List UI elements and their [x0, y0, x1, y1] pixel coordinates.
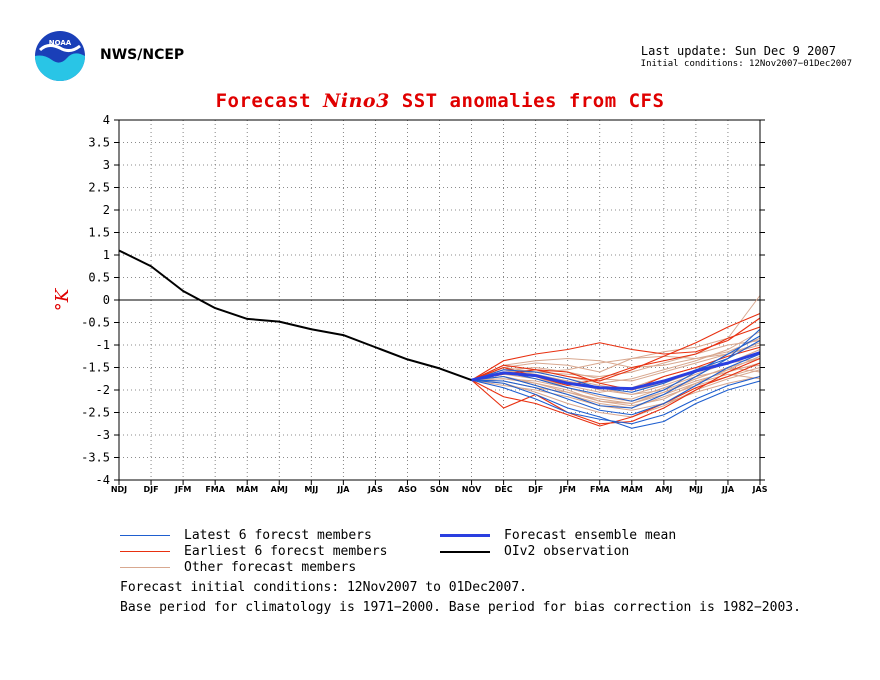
- y-tick-label: 1.5: [88, 226, 110, 240]
- other-member-line: [471, 376, 761, 411]
- latest-member-line: [471, 353, 761, 416]
- title-part3: SST anomalies from CFS: [389, 90, 665, 112]
- latest-member-line: [471, 328, 761, 393]
- x-tick-label: JJA: [336, 485, 350, 494]
- y-tick-label: 3.5: [88, 136, 110, 150]
- last-update-label: Last update: Sun Dec 9 2007: [640, 44, 836, 58]
- legend-earliest-label: Earliest 6 forecst members: [184, 544, 388, 559]
- legend-other-label: Other forecast members: [184, 560, 357, 575]
- x-tick-label: JFM: [558, 485, 575, 494]
- observation-line: [118, 249, 472, 382]
- legend-earliest: Earliest 6 forecst members: [120, 544, 388, 559]
- x-tick-label: NOV: [462, 485, 482, 494]
- earliest-member-line: [471, 326, 761, 387]
- x-tick-label: DEC: [495, 485, 513, 494]
- other-member-line: [471, 369, 761, 418]
- y-tick-label: -4: [96, 473, 110, 487]
- x-tick-label: MJJ: [689, 485, 703, 494]
- y-tick-label: 2: [103, 203, 110, 217]
- x-tick-label: MAM: [621, 485, 643, 494]
- legend-mean: Forecast ensemble mean: [440, 528, 676, 543]
- legend-obs-label: OIv2 observation: [504, 544, 630, 559]
- legend-latest-label: Latest 6 forecst members: [184, 528, 372, 543]
- footnote-initial-conditions: Forecast initial conditions: 12Nov2007 t…: [120, 580, 527, 595]
- y-tick-label: -0.5: [81, 316, 110, 330]
- agency-label: NWS/NCEP: [100, 47, 185, 63]
- x-tick-label: JJA: [721, 485, 735, 494]
- legend-mean-swatch: [440, 534, 490, 537]
- legend-mean-label: Forecast ensemble mean: [504, 528, 677, 543]
- legend-earliest-swatch: [120, 551, 170, 552]
- y-axis-label: °K: [52, 287, 73, 311]
- x-tick-label: JFM: [174, 485, 191, 494]
- y-tick-label: -3.5: [81, 451, 110, 465]
- x-tick-label: DJF: [144, 485, 159, 494]
- y-tick-label: -3: [96, 428, 110, 442]
- x-tick-label: FMA: [590, 485, 610, 494]
- latest-member-line: [471, 375, 761, 425]
- svg-text:NOAA: NOAA: [49, 39, 72, 47]
- legend-other: Other forecast members: [120, 560, 356, 575]
- y-tick-label: -2.5: [81, 406, 110, 420]
- y-tick-label: 3: [103, 158, 110, 172]
- initial-conditions-label: Initial conditions: 12Nov2007−01Dec2007: [640, 59, 852, 69]
- x-tick-label: SON: [430, 485, 449, 494]
- x-tick-label: DJF: [528, 485, 543, 494]
- earliest-member-line: [471, 312, 761, 382]
- nino3-chart: 4 3.5 3 2.5 2 1.5 1 0.5 0 -0.5 -1 -1.5 -2 -2.5 -3 -3.5 -…: [52, 113, 768, 494]
- grid-layer: [119, 120, 760, 480]
- legend-other-swatch: [120, 567, 170, 568]
- axis-layer: 4 3.5 3 2.5 2 1.5 1 0.5 0 -0.5 -1 -1.5 -2 -2.5 -3 -3.5 -…: [52, 113, 768, 494]
- x-tick-label: AMJ: [655, 485, 672, 494]
- chart-title: Forecast Nino3 SST anomalies from CFS: [0, 90, 880, 112]
- other-member-line: [471, 344, 761, 382]
- y-tick-label: 0: [103, 293, 110, 307]
- x-tick-label: JAS: [752, 485, 768, 494]
- noaa-logo-icon: NOAA: [35, 31, 85, 81]
- y-tick-label: 1: [103, 248, 110, 262]
- legend-latest: Latest 6 forecst members: [120, 528, 372, 543]
- other-member-line: [471, 295, 761, 381]
- x-tick-label: JAS: [367, 485, 383, 494]
- x-tick-label: FMA: [205, 485, 225, 494]
- x-tick-label: ASO: [398, 485, 417, 494]
- legend-obs-swatch: [440, 550, 490, 553]
- y-tick-label: -1.5: [81, 361, 110, 375]
- ensemble-mean-line: [471, 351, 761, 391]
- latest-member-line: [471, 379, 761, 429]
- x-tick-label: AMJ: [271, 485, 288, 494]
- y-tick-label: -2: [96, 383, 110, 397]
- members-layer: [471, 295, 761, 429]
- footnote-base-period: Base period for climatology is 1971−2000…: [120, 600, 801, 615]
- x-tick-label: NDJ: [111, 485, 127, 494]
- y-tick-label: -1: [96, 338, 110, 352]
- legend-latest-swatch: [120, 535, 170, 536]
- title-part1: Forecast: [215, 90, 324, 112]
- title-part2: Nino3: [323, 90, 390, 112]
- x-tick-label: MAM: [236, 485, 258, 494]
- lines-layer: [118, 249, 761, 391]
- legend-obs: OIv2 observation: [440, 544, 629, 559]
- x-tick-label: MJJ: [304, 485, 318, 494]
- y-tick-label: 2.5: [88, 181, 110, 195]
- y-tick-label: 4: [103, 113, 110, 127]
- y-tick-label: 0.5: [88, 271, 110, 285]
